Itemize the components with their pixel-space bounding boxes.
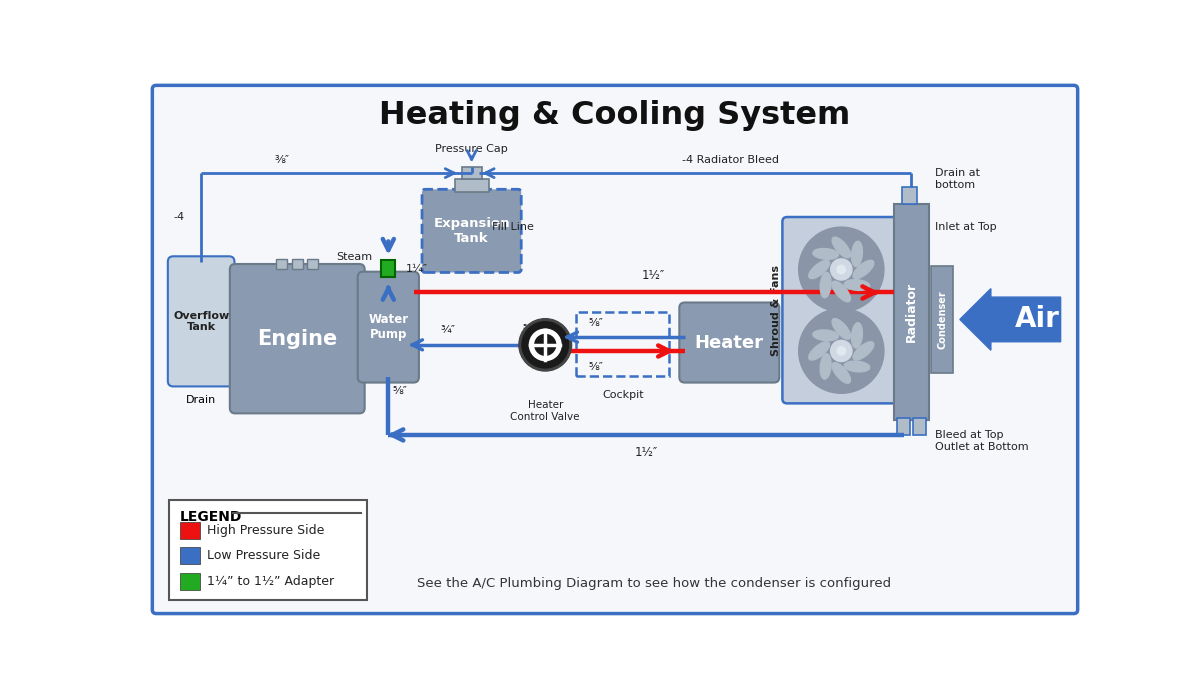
Circle shape (830, 259, 852, 280)
Bar (180, 573, 200, 590)
Text: Low Pressure Side: Low Pressure Side (206, 549, 320, 563)
Bar (382, 260, 395, 277)
Circle shape (830, 340, 852, 361)
Bar (276, 259, 287, 269)
Text: Heating & Cooling System: Heating & Cooling System (379, 100, 851, 131)
Bar (913, 418, 925, 435)
Circle shape (522, 322, 569, 368)
Text: Cockpit: Cockpit (602, 390, 643, 399)
FancyBboxPatch shape (168, 256, 234, 386)
Text: 1¼” to 1½” Adapter: 1¼” to 1½” Adapter (206, 575, 334, 588)
Ellipse shape (832, 363, 851, 383)
Ellipse shape (845, 280, 870, 291)
Text: Engine: Engine (257, 329, 337, 349)
Bar (180, 522, 200, 539)
Text: Bleed at Top
Outlet at Bottom: Bleed at Top Outlet at Bottom (935, 430, 1028, 452)
Ellipse shape (821, 354, 832, 379)
Text: ⅜″: ⅜″ (275, 156, 289, 165)
Bar (898, 418, 911, 435)
Circle shape (838, 347, 846, 355)
Text: ⅝″: ⅝″ (588, 318, 604, 328)
Bar (169, 500, 367, 601)
Text: High Pressure Side: High Pressure Side (206, 524, 324, 537)
Text: ⅝″: ⅝″ (392, 386, 407, 397)
FancyBboxPatch shape (422, 190, 521, 273)
Circle shape (529, 329, 562, 361)
Bar (901, 187, 917, 204)
Ellipse shape (845, 361, 870, 372)
Text: Overflow
Tank: Overflow Tank (173, 311, 229, 332)
Text: Air: Air (1015, 305, 1060, 334)
Text: -4 Radiator Bleed: -4 Radiator Bleed (682, 156, 779, 165)
Bar (931, 266, 953, 373)
Text: Heater: Heater (695, 334, 764, 352)
Text: Inlet at Top: Inlet at Top (935, 222, 997, 232)
Text: -4: -4 (173, 212, 184, 222)
FancyBboxPatch shape (230, 264, 365, 413)
Ellipse shape (852, 242, 863, 266)
Text: Pressure Cap: Pressure Cap (436, 144, 508, 154)
FancyBboxPatch shape (358, 272, 419, 383)
Text: Condenser: Condenser (937, 290, 947, 349)
Text: ⅝″: ⅝″ (588, 362, 604, 372)
Text: Radiator: Radiator (905, 282, 918, 342)
Text: Heater
Control Valve: Heater Control Valve (510, 400, 580, 422)
Text: 1¼″: 1¼″ (406, 264, 427, 275)
Text: LEGEND: LEGEND (180, 509, 242, 524)
Bar (307, 259, 318, 269)
Circle shape (799, 309, 884, 393)
Circle shape (518, 318, 571, 371)
Text: Steam: Steam (337, 252, 373, 262)
Text: ⅝″: ⅝″ (522, 324, 538, 334)
Ellipse shape (812, 330, 839, 340)
Text: Drain at
bottom: Drain at bottom (935, 168, 980, 190)
FancyBboxPatch shape (152, 85, 1078, 614)
Text: Drain: Drain (186, 395, 216, 405)
Ellipse shape (832, 237, 851, 257)
FancyArrow shape (960, 289, 1061, 350)
Ellipse shape (809, 260, 829, 279)
Circle shape (838, 265, 846, 274)
Ellipse shape (853, 342, 874, 360)
Bar (462, 167, 481, 179)
Bar (894, 204, 929, 419)
Text: See the A/C Plumbing Diagram to see how the condenser is configured: See the A/C Plumbing Diagram to see how … (416, 577, 890, 590)
Ellipse shape (853, 260, 874, 279)
Ellipse shape (852, 322, 863, 348)
Ellipse shape (809, 342, 829, 360)
FancyBboxPatch shape (679, 302, 779, 383)
Bar (180, 547, 200, 564)
Text: Expansion
Tank: Expansion Tank (433, 217, 510, 245)
Circle shape (799, 227, 884, 312)
Text: Fill Line: Fill Line (492, 222, 534, 232)
Circle shape (535, 334, 556, 355)
FancyBboxPatch shape (782, 217, 900, 403)
Ellipse shape (832, 318, 851, 339)
Ellipse shape (832, 281, 851, 302)
Bar (292, 259, 302, 269)
Text: ¾″: ¾″ (440, 324, 456, 334)
Bar (455, 179, 488, 192)
Text: 1½″: 1½″ (642, 268, 665, 282)
Text: 1½″: 1½″ (635, 446, 658, 459)
Text: Water
Pump: Water Pump (368, 313, 408, 341)
Ellipse shape (812, 248, 839, 260)
Text: Shroud & Fans: Shroud & Fans (772, 264, 781, 356)
Ellipse shape (821, 273, 832, 298)
